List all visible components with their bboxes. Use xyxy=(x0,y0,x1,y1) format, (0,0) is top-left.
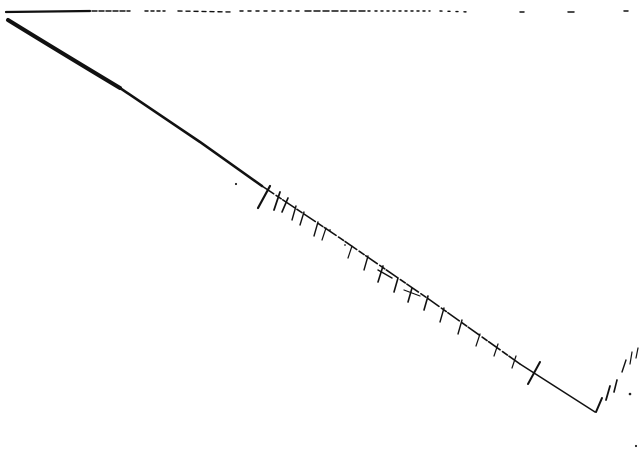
hatch-marks xyxy=(256,184,541,385)
corner-scratch-marks xyxy=(595,347,639,413)
main-diagonal-line xyxy=(6,18,596,413)
stray-dots xyxy=(234,182,638,448)
top-edge-line xyxy=(4,9,629,14)
